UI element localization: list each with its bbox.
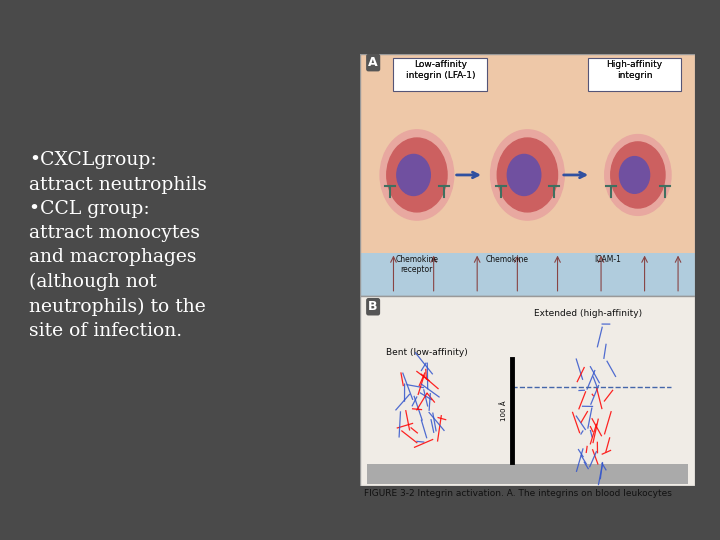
Text: ICAM-1: ICAM-1	[594, 255, 621, 264]
Text: High-affinity
integrin: High-affinity integrin	[606, 60, 662, 80]
Ellipse shape	[397, 154, 431, 195]
Text: A: A	[369, 56, 378, 69]
FancyBboxPatch shape	[360, 253, 695, 296]
Text: Chemokine
receptor: Chemokine receptor	[395, 255, 438, 274]
Text: •CXCLgroup:
attract neutrophils
•CCL group:
attract monocytes
and macrophages
(a: •CXCLgroup: attract neutrophils •CCL gro…	[29, 151, 207, 340]
Text: High-affinity
integrin: High-affinity integrin	[606, 60, 662, 80]
FancyBboxPatch shape	[360, 296, 695, 486]
Ellipse shape	[611, 142, 665, 208]
Ellipse shape	[619, 157, 649, 193]
Text: Low-affinity
integrin (LFA-1): Low-affinity integrin (LFA-1)	[405, 60, 475, 80]
Text: FIGURE 3-2 Integrin activation. A. The integrins on blood leukocytes: FIGURE 3-2 Integrin activation. A. The i…	[364, 489, 672, 498]
FancyBboxPatch shape	[588, 58, 681, 91]
Ellipse shape	[490, 130, 564, 220]
Text: Low-affinity
integrin (LFA-1): Low-affinity integrin (LFA-1)	[405, 60, 475, 80]
FancyBboxPatch shape	[394, 58, 487, 91]
Text: B: B	[369, 300, 378, 313]
FancyBboxPatch shape	[360, 54, 695, 296]
Ellipse shape	[605, 134, 671, 215]
Text: Extended (high-affinity): Extended (high-affinity)	[534, 309, 642, 318]
Ellipse shape	[387, 138, 447, 212]
Text: Chemokine: Chemokine	[486, 255, 528, 264]
Text: Bent (low-affinity): Bent (low-affinity)	[386, 348, 468, 357]
Ellipse shape	[498, 138, 557, 212]
FancyBboxPatch shape	[366, 464, 688, 484]
Text: 100 Å: 100 Å	[500, 400, 507, 421]
Ellipse shape	[508, 154, 541, 195]
Ellipse shape	[380, 130, 454, 220]
